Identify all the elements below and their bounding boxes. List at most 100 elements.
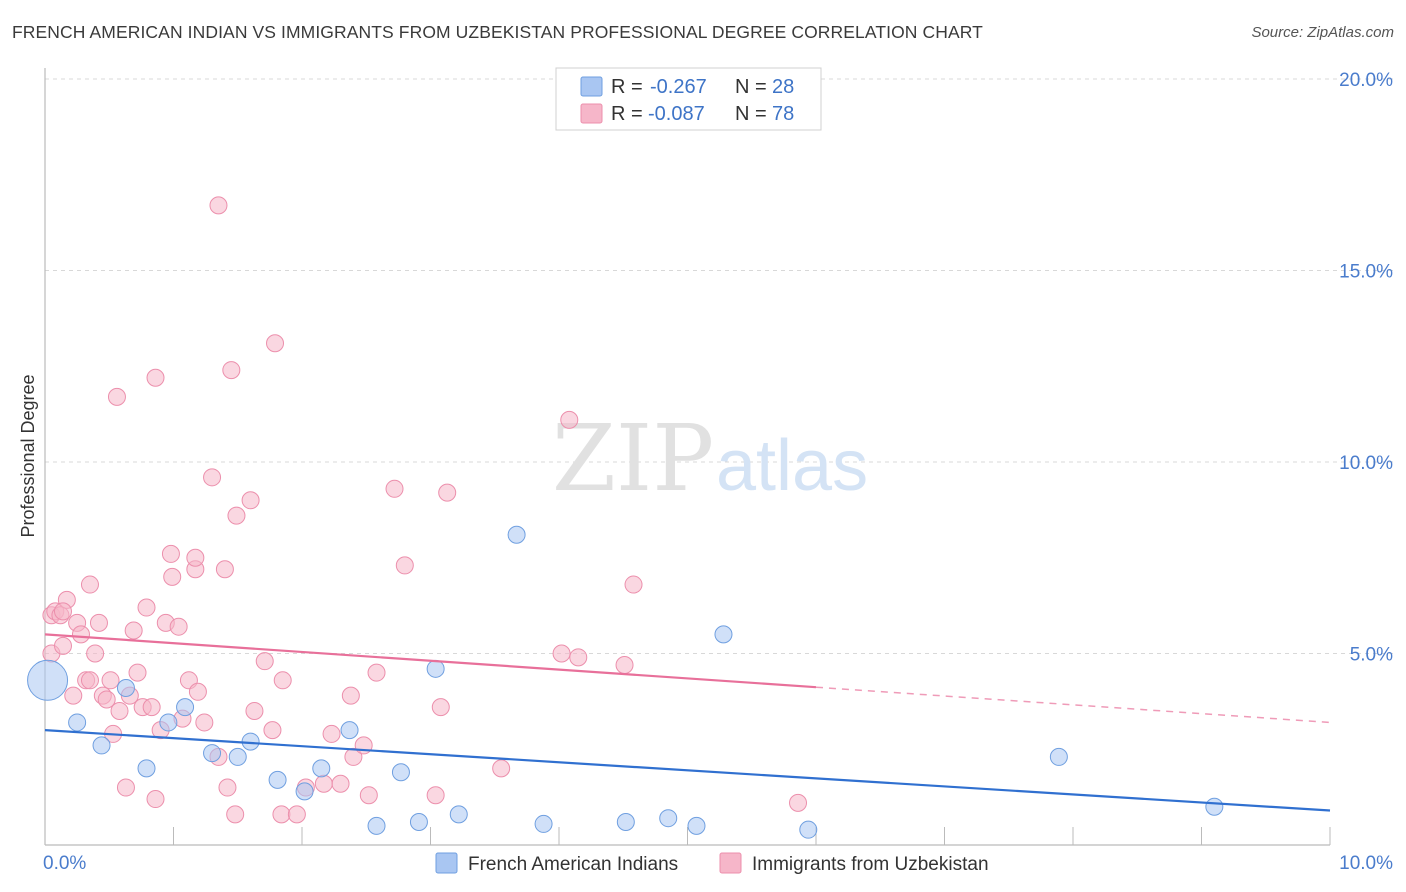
y-tick-label-10: 10.0%	[1339, 453, 1393, 474]
watermark-zip: ZIP	[552, 405, 714, 512]
legend-bottom-swatch-blue	[435, 852, 458, 874]
pink-point-32	[163, 567, 182, 586]
chart-title: FRENCH AMERICAN INDIAN VS IMMIGRANTS FRO…	[12, 22, 983, 42]
blue-point-25	[799, 820, 818, 839]
pink-point-15	[97, 690, 116, 709]
pink-point-76	[789, 793, 808, 812]
blue-point-13	[340, 721, 359, 740]
blue-point-4	[137, 759, 156, 778]
pink-point-4	[53, 636, 72, 655]
blue-point-20	[534, 814, 553, 833]
blue-point-7	[203, 744, 222, 763]
pink-point-23	[128, 663, 147, 682]
watermark: ZIP atlas	[552, 405, 868, 512]
blue-point-11	[295, 782, 314, 801]
legend-n-value-pink: 78	[772, 103, 794, 125]
pink-point-49	[245, 701, 264, 720]
blue-point-23	[687, 816, 706, 835]
legend-n-label-blue: N =	[735, 76, 767, 98]
pink-point-77	[53, 602, 72, 621]
x-tick-label-min: 0.0%	[43, 853, 86, 874]
pink-point-51	[263, 721, 282, 740]
legend-swatch-blue	[580, 76, 603, 97]
pink-point-26	[142, 698, 161, 717]
pink-point-31	[161, 544, 180, 563]
blue-point-3	[116, 678, 135, 697]
pink-point-46	[226, 805, 245, 824]
blue-point-5	[159, 713, 178, 732]
pink-point-73	[569, 648, 588, 667]
blue-point-21	[616, 813, 635, 832]
legend-bottom: French American Indians Immigrants from …	[435, 852, 989, 875]
pink-point-65	[385, 479, 404, 498]
pink-trend-line	[44, 633, 817, 689]
blue-point-0	[27, 659, 69, 701]
gridlines	[45, 78, 1393, 654]
pink-point-63	[359, 786, 378, 805]
pink-point-45	[222, 361, 241, 380]
pink-point-66	[395, 556, 414, 575]
blue-point-24	[714, 625, 733, 644]
pink-point-22	[124, 621, 143, 640]
y-tick-label-15: 15.0%	[1339, 262, 1393, 283]
legend-top: R = -0.267 N = 28 R = -0.087 N = 78	[555, 67, 822, 131]
blue-trend-line	[44, 729, 1331, 812]
legend-bottom-label-pink: Immigrants from Uzbekistan	[752, 854, 989, 875]
y-tick-labels: 5.0% 10.0% 15.0% 20.0%	[1339, 70, 1393, 666]
pink-point-53	[272, 805, 291, 824]
blue-point-6	[176, 698, 195, 717]
blue-point-15	[391, 763, 410, 782]
legend-swatch-pink	[580, 103, 603, 124]
pink-point-8	[71, 625, 90, 644]
pink-point-75	[624, 575, 643, 594]
blue-point-22	[659, 809, 678, 828]
pink-point-50	[255, 652, 274, 671]
legend-n-value-blue: 28	[772, 76, 794, 98]
pink-point-70	[492, 759, 511, 778]
pink-point-27	[146, 368, 165, 387]
blue-point-26	[1049, 747, 1068, 766]
blue-point-12	[312, 759, 331, 778]
legend-bottom-label-blue: French American Indians	[468, 854, 678, 875]
x-tick-label-max: 10.0%	[1339, 853, 1393, 874]
pink-point-18	[107, 387, 126, 406]
blue-point-2	[92, 736, 111, 755]
pink-point-20	[116, 778, 135, 797]
pink-point-69	[438, 483, 457, 502]
y-tick-label-5: 5.0%	[1350, 645, 1393, 666]
x-axis-ticks	[44, 827, 1331, 845]
blue-point-10	[268, 770, 287, 789]
pink-point-64	[367, 663, 386, 682]
blue-point-8	[228, 747, 247, 766]
series-french-american-indians-points	[27, 525, 1224, 839]
legend-r-label-pink: R =	[611, 103, 643, 125]
pink-point-54	[273, 671, 292, 690]
pink-point-19	[110, 701, 129, 720]
pink-point-71	[552, 644, 571, 663]
pink-point-43	[215, 560, 234, 579]
y-axis-label: Professional Degree	[18, 374, 38, 537]
pink-point-40	[203, 468, 222, 487]
pink-point-52	[266, 334, 285, 353]
legend-r-value-blue: -0.267	[650, 76, 707, 98]
pink-point-10	[80, 671, 99, 690]
pink-point-57	[314, 774, 333, 793]
trend-lines	[44, 633, 1331, 812]
pink-point-25	[137, 598, 156, 617]
pink-point-37	[186, 548, 205, 567]
pink-point-72	[560, 410, 579, 429]
pink-point-28	[146, 790, 165, 809]
pink-point-33	[169, 617, 188, 636]
blue-point-1	[68, 713, 87, 732]
blue-point-17	[426, 659, 445, 678]
pink-point-12	[86, 644, 105, 663]
pink-point-39	[195, 713, 214, 732]
blue-point-19	[507, 525, 526, 544]
pink-point-59	[331, 774, 350, 793]
legend-n-label-pink: N =	[735, 103, 767, 125]
legend-bottom-swatch-pink	[719, 852, 742, 874]
pink-point-38	[188, 682, 207, 701]
pink-point-74	[615, 655, 634, 674]
pink-point-47	[227, 506, 246, 525]
